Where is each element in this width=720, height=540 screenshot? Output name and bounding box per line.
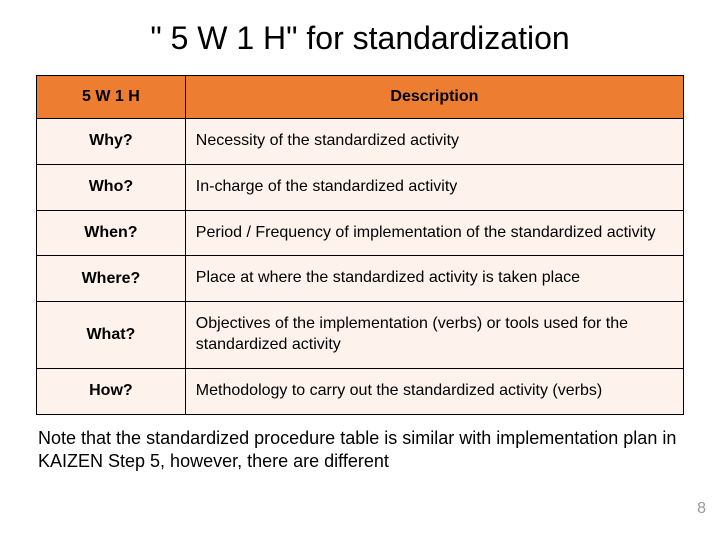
row-desc: Methodology to carry out the standardize… xyxy=(185,368,683,414)
slide-title: " 5 W 1 H" for standardization xyxy=(36,20,684,57)
row-desc: Place at where the standardized activity… xyxy=(185,256,683,302)
col-header-description: Description xyxy=(185,76,683,119)
row-label: What? xyxy=(37,302,186,369)
table-row: When? Period / Frequency of implementati… xyxy=(37,210,684,256)
table-row: What? Objectives of the implementation (… xyxy=(37,302,684,369)
row-desc: In-charge of the standardized activity xyxy=(185,164,683,210)
row-label: Who? xyxy=(37,164,186,210)
footnote: Note that the standardized procedure tab… xyxy=(36,427,684,474)
page-number: 8 xyxy=(697,500,706,518)
table-row: Why? Necessity of the standardized activ… xyxy=(37,119,684,165)
row-label: Why? xyxy=(37,119,186,165)
row-desc: Objectives of the implementation (verbs)… xyxy=(185,302,683,369)
table-body: Why? Necessity of the standardized activ… xyxy=(37,119,684,415)
col-header-5w1h: 5 W 1 H xyxy=(37,76,186,119)
table-row: Who? In-charge of the standardized activ… xyxy=(37,164,684,210)
row-label: How? xyxy=(37,368,186,414)
row-label: Where? xyxy=(37,256,186,302)
row-label: When? xyxy=(37,210,186,256)
slide: " 5 W 1 H" for standardization 5 W 1 H D… xyxy=(0,0,720,540)
table-header-row: 5 W 1 H Description xyxy=(37,76,684,119)
five-w-one-h-table: 5 W 1 H Description Why? Necessity of th… xyxy=(36,75,684,415)
row-desc: Period / Frequency of implementation of … xyxy=(185,210,683,256)
table-row: How? Methodology to carry out the standa… xyxy=(37,368,684,414)
row-desc: Necessity of the standardized activity xyxy=(185,119,683,165)
table-row: Where? Place at where the standardized a… xyxy=(37,256,684,302)
